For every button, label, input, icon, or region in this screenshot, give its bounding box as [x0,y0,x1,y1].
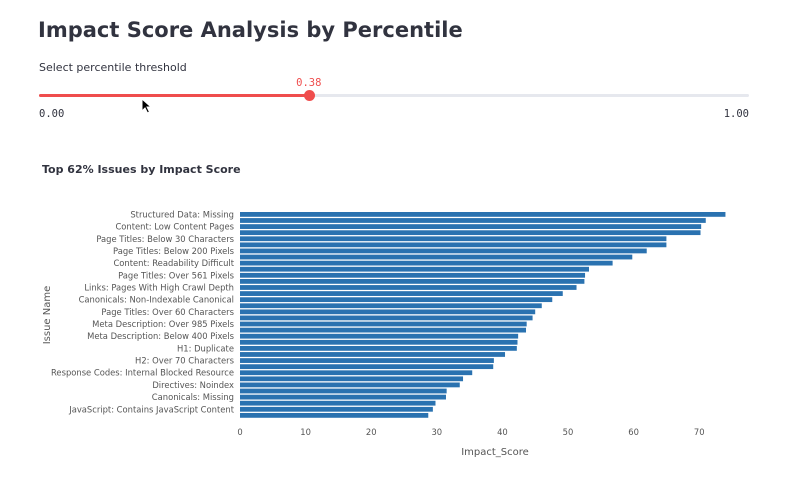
mouse-pointer-icon [141,98,153,114]
x-axis-label: Impact_Score [461,447,529,458]
bar [240,406,433,412]
bar [240,236,667,242]
bar [240,297,553,303]
y-tick-label: Meta Description: Below 400 Pixels [87,331,234,341]
x-tick-label: 70 [694,427,705,437]
bar [240,376,464,382]
y-tick-label: Page Titles: Over 60 Characters [101,307,234,317]
bar [240,388,447,394]
bar [240,382,460,388]
y-tick-label: Page Titles: Over 561 Pixels [118,270,234,280]
bar [240,230,701,236]
x-tick-label: 60 [628,427,639,437]
bar [240,218,706,223]
y-tick-label: JavaScript: Contains JavaScript Content [68,404,234,414]
y-tick-label: Meta Description: Over 985 Pixels [92,319,234,329]
y-tick-label: Page Titles: Below 200 Pixels [113,246,234,256]
slider-thumb[interactable] [303,90,315,101]
y-tick-label: Directives: Noindex [152,380,234,390]
slider-min-label: 0.00 [39,108,65,120]
bar [240,333,519,339]
x-tick-label: 20 [366,427,377,437]
bar [240,358,494,363]
slider-fill [39,94,309,97]
bar [240,242,667,248]
slider-value: 0.38 [296,77,322,89]
bar [240,394,446,400]
bars-group [240,212,726,418]
bar [240,278,585,284]
y-tick-label: Canonicals: Missing [152,392,234,402]
slider-label: Select percentile threshold [39,61,187,74]
y-tick-label: Response Codes: Internal Blocked Resourc… [51,368,234,378]
bar [240,345,517,351]
y-tick-label: Structured Data: Missing [130,209,234,219]
impact-score-chart: Top 62% Issues by Impact Score Structure… [42,163,726,458]
y-tick-labels: Structured Data: Missing Content: Low Con… [51,209,235,414]
bar [240,339,518,345]
bar [240,224,702,229]
x-tick-label: 40 [497,427,508,437]
bar [240,400,436,406]
percentile-slider[interactable]: 0.38 0.00 1.00 [39,76,749,121]
y-axis-label: Issue Name [42,286,53,345]
y-tick-label: H1: Duplicate [177,343,234,353]
bar [240,266,589,272]
bar [240,309,536,315]
bar [240,285,577,290]
y-tick-label: Links: Pages With High Crawl Depth [84,282,234,292]
bar [240,315,533,321]
x-axis: 0 10 20 30 40 50 60 70 [237,427,704,437]
y-tick-label: Content: Readability Difficult [113,258,234,268]
x-tick-label: 10 [300,427,311,437]
slider-track[interactable] [39,94,749,97]
y-tick-label: Canonicals: Non-Indexable Canonical [79,295,234,305]
bar [240,321,527,327]
chart-title: Top 62% Issues by Impact Score [42,163,241,176]
bar [240,291,563,296]
bar [240,327,527,333]
x-tick-label: 0 [237,427,242,437]
y-tick-label: Page Titles: Below 30 Characters [96,234,234,244]
x-tick-label: 50 [563,427,574,437]
bar [240,272,586,278]
bar [240,303,542,309]
x-tick-label: 30 [431,427,442,437]
bar [240,352,506,357]
bar [240,260,613,266]
bar [240,412,429,418]
bar [240,248,647,254]
bar [240,212,726,217]
bar [240,254,633,260]
page-title: Impact Score Analysis by Percentile [38,18,463,42]
bar [240,370,473,376]
bar [240,364,494,370]
slider-max-label: 1.00 [723,108,749,120]
y-tick-label: Content: Low Content Pages [115,222,234,232]
y-tick-label: H2: Over 70 Characters [135,356,234,366]
